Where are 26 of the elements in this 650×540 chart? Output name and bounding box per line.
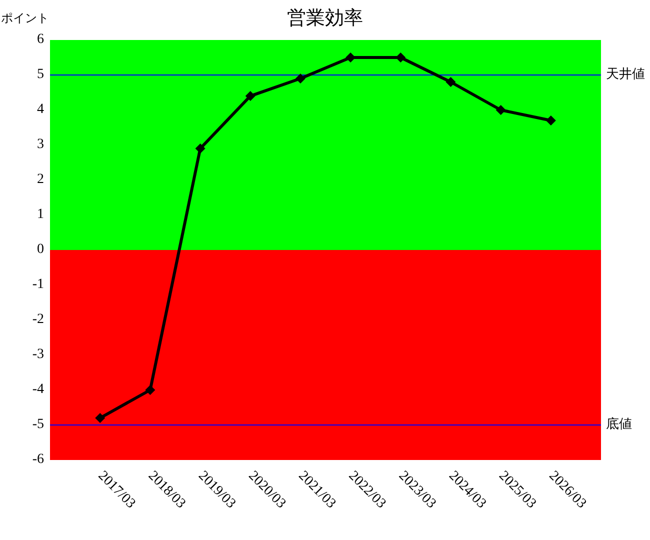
y-tick-label: 0 (37, 242, 44, 258)
y-tick-label: -5 (32, 417, 44, 432)
y-tick-label: -4 (32, 382, 44, 398)
y-tick-label: -2 (32, 312, 44, 328)
point (145, 385, 156, 395)
point (245, 91, 256, 101)
y-tick-label: -1 (32, 277, 44, 292)
ref-line-label: 底値 (606, 416, 632, 431)
y-tick-label: 2 (37, 172, 44, 188)
y-tick-label: 4 (37, 102, 44, 118)
y-tick-label: 5 (37, 67, 44, 82)
point (295, 74, 306, 84)
point (446, 77, 456, 87)
point (546, 116, 556, 126)
y-tick-label: 1 (37, 207, 44, 222)
point (195, 144, 206, 154)
y-tick-label: 3 (37, 137, 44, 152)
y-tick-label: -6 (32, 452, 44, 468)
point (95, 413, 106, 423)
chart-title: 営業効率 (287, 7, 363, 29)
point (396, 52, 406, 62)
y-axis-title: ポイント (1, 11, 49, 25)
ref-line-label: 天井値 (606, 66, 645, 81)
point (496, 105, 506, 115)
y-tick-label: -3 (32, 347, 44, 362)
y-tick-label: 6 (37, 32, 44, 48)
